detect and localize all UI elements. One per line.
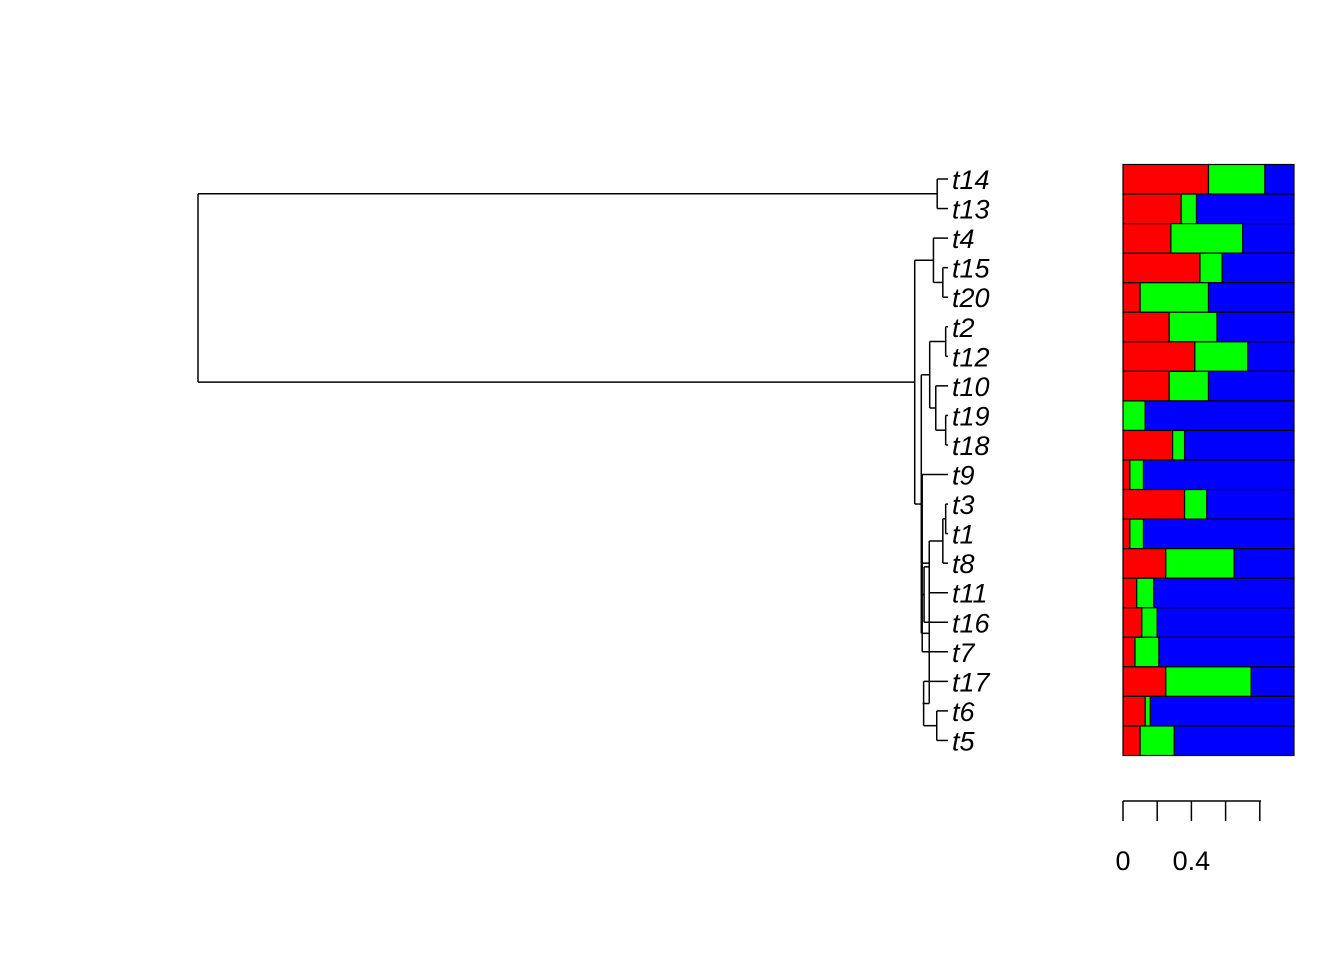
axis-tick-label: 0.4 <box>1173 846 1211 876</box>
tip-label-t9: t9 <box>952 461 975 491</box>
bar-segment-t5-3 <box>1173 725 1295 757</box>
bar-segment-t13-1 <box>1122 193 1182 225</box>
bar-segment-t6-1 <box>1122 695 1146 727</box>
bar-segment-t1-3 <box>1142 518 1295 550</box>
bar-segment-t7-1 <box>1122 636 1136 668</box>
bar-segment-t9-3 <box>1142 459 1295 491</box>
tip-label-t4: t4 <box>952 224 975 254</box>
bar-segment-t16-2 <box>1141 607 1158 638</box>
bar-segment-t8-1 <box>1122 548 1167 579</box>
tip-label-t2: t2 <box>952 313 975 343</box>
tip-label-t7: t7 <box>952 638 976 668</box>
bar-segment-t3-2 <box>1183 488 1208 520</box>
bar-segment-t12-3 <box>1247 341 1295 372</box>
bar-segment-t18-3 <box>1183 429 1295 461</box>
tip-label-t8: t8 <box>952 549 975 579</box>
tip-label-t13: t13 <box>952 195 990 225</box>
bar-segment-t2-1 <box>1122 311 1170 343</box>
bar-segment-t14-2 <box>1207 163 1266 195</box>
bar-segment-t15-2 <box>1199 252 1223 284</box>
bar-segment-t11-3 <box>1153 577 1295 609</box>
tip-label-t6: t6 <box>952 697 976 727</box>
bar-segment-t18-1 <box>1122 429 1174 461</box>
bar-segment-t1-2 <box>1129 518 1145 550</box>
bar-segment-t13-3 <box>1195 193 1295 225</box>
tip-label-t1: t1 <box>952 520 975 550</box>
bar-segment-t1-1 <box>1122 518 1131 550</box>
bar-segment-t17-1 <box>1122 666 1167 697</box>
bar-segment-t14-1 <box>1122 163 1210 195</box>
bar-segment-t17-2 <box>1165 666 1252 697</box>
bar-segment-t14-3 <box>1264 163 1295 195</box>
bar-segment-t7-3 <box>1158 636 1295 668</box>
tip-label-t17: t17 <box>952 667 991 697</box>
bar-segment-t10-1 <box>1122 370 1170 402</box>
bar-segment-t20-3 <box>1207 282 1295 313</box>
bar-segment-t5-2 <box>1139 725 1175 757</box>
bar-segment-t7-2 <box>1134 636 1160 668</box>
bar-segment-t2-3 <box>1216 311 1295 343</box>
bar-segment-t9-2 <box>1129 459 1145 491</box>
bar-segment-t5-1 <box>1122 725 1141 757</box>
bar-segment-t20-1 <box>1122 282 1141 313</box>
tip-label-t14: t14 <box>952 165 990 195</box>
tip-label-t12: t12 <box>952 342 990 372</box>
tip-label-t15: t15 <box>952 254 991 284</box>
bar-segment-t11-1 <box>1122 577 1138 609</box>
bar-segment-t19-2 <box>1122 400 1146 432</box>
tip-label-t3: t3 <box>952 490 975 520</box>
bar-segment-t16-3 <box>1156 607 1295 638</box>
tip-label-t5: t5 <box>952 726 976 756</box>
tip-label-t19: t19 <box>952 401 990 431</box>
bar-segment-t13-2 <box>1180 193 1198 225</box>
bar-segment-t12-2 <box>1194 341 1249 372</box>
bar-segment-t8-2 <box>1165 548 1235 579</box>
bar-segment-t3-1 <box>1122 488 1186 520</box>
tip-label-t16: t16 <box>952 608 991 638</box>
tip-label-t10: t10 <box>952 372 990 402</box>
bar-segment-t19-3 <box>1144 400 1295 432</box>
bar-segment-t4-3 <box>1242 223 1295 254</box>
bar-segment-t6-2 <box>1144 695 1151 727</box>
tip-labels: t14t13t4t15t20t2t12t10t19t18t9t3t1t8t11t… <box>952 165 991 756</box>
tip-label-t18: t18 <box>952 431 990 461</box>
bar-segment-t4-2 <box>1170 223 1244 254</box>
tip-label-t20: t20 <box>952 283 990 313</box>
bar-segment-t10-2 <box>1168 370 1210 402</box>
bar-segment-t17-3 <box>1250 666 1295 697</box>
bar-segment-t8-3 <box>1233 548 1295 579</box>
bar-segment-t11-2 <box>1136 577 1155 609</box>
bar-segment-t12-1 <box>1122 341 1196 372</box>
bar-segment-t6-3 <box>1149 695 1295 727</box>
bar-segment-t4-1 <box>1122 223 1172 254</box>
bar-segment-t16-1 <box>1122 607 1143 638</box>
bar-segment-t18-2 <box>1171 429 1186 461</box>
dendrogram <box>197 178 948 742</box>
axis-tick-label: 0 <box>1115 846 1130 876</box>
bar-segment-t20-2 <box>1139 282 1210 313</box>
bar-segment-t10-3 <box>1207 370 1295 402</box>
proportion-axis: 0 0.4 <box>1115 800 1261 876</box>
bar-segment-t3-3 <box>1206 488 1295 520</box>
stacked-proportion-bars <box>1122 163 1295 757</box>
bar-segment-t9-1 <box>1122 459 1131 491</box>
tip-label-t11: t11 <box>952 579 988 609</box>
bar-segment-t15-1 <box>1122 252 1201 284</box>
bar-segment-t15-3 <box>1221 252 1295 284</box>
bar-segment-t2-2 <box>1168 311 1218 343</box>
